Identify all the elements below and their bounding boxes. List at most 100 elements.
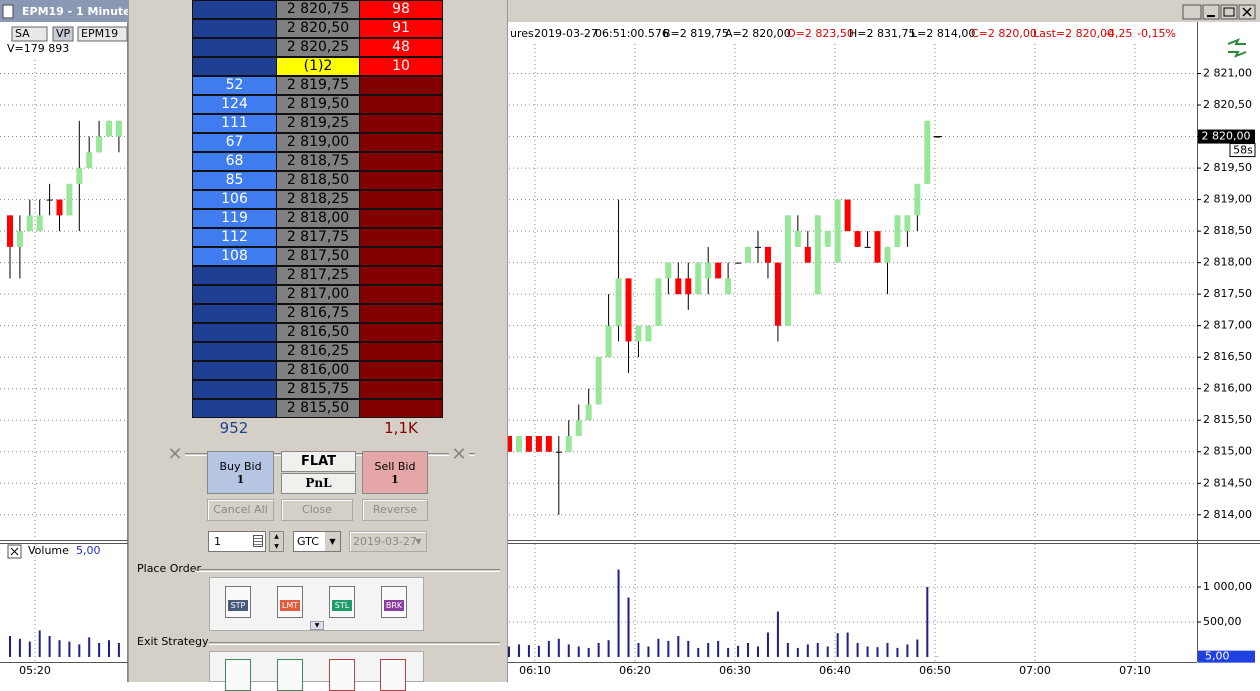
collapse-left[interactable]: ✕	[165, 444, 185, 464]
ask-total: 1,1K	[359, 419, 443, 439]
price-cell[interactable]: 2 817,00	[276, 285, 360, 304]
ask-cell[interactable]: 48	[359, 38, 443, 57]
tif-select[interactable]: GTC▼	[293, 531, 341, 552]
price-cell[interactable]: 2 815,50	[276, 399, 360, 418]
ask-cell[interactable]	[359, 266, 443, 285]
bid-cell[interactable]	[192, 342, 277, 361]
order-type-icon[interactable]: STP	[225, 586, 251, 618]
order-type-icon[interactable]: LMT	[277, 586, 303, 618]
trend-icon[interactable]	[1228, 40, 1246, 56]
bid-cell[interactable]: 111	[192, 114, 277, 133]
price-cell[interactable]: 2 820,25	[276, 38, 360, 57]
ask-cell[interactable]	[359, 247, 443, 266]
bid-cell[interactable]: 108	[192, 247, 277, 266]
bid-cell[interactable]	[192, 0, 277, 19]
price-cell[interactable]: 2 818,00	[276, 209, 360, 228]
ask-cell[interactable]	[359, 152, 443, 171]
restore-button[interactable]	[1183, 5, 1201, 19]
candle-body	[576, 420, 582, 436]
price-cell[interactable]: 2 819,00	[276, 133, 360, 152]
ask-cell[interactable]	[359, 114, 443, 133]
exit-icon[interactable]	[380, 659, 406, 691]
ask-cell[interactable]	[359, 190, 443, 209]
bid-cell[interactable]: 119	[192, 209, 277, 228]
price-cell[interactable]: (1)2 820,00	[276, 57, 360, 76]
price-cell[interactable]: 2 816,50	[276, 323, 360, 342]
exit-icon[interactable]	[329, 659, 355, 691]
ask-cell[interactable]	[359, 323, 443, 342]
bid-cell[interactable]	[192, 399, 277, 418]
ask-cell[interactable]	[359, 380, 443, 399]
price-cell[interactable]: 2 819,75	[276, 76, 360, 95]
price-cell[interactable]: 2 818,75	[276, 152, 360, 171]
price-cell[interactable]: 2 815,75	[276, 380, 360, 399]
bid-cell[interactable]: 112	[192, 228, 277, 247]
ask-cell[interactable]	[359, 399, 443, 418]
quantity-picker[interactable]	[253, 535, 263, 547]
price-cell[interactable]: 2 818,25	[276, 190, 360, 209]
ask-cell[interactable]	[359, 209, 443, 228]
bid-cell[interactable]: 52	[192, 76, 277, 95]
bid-cell[interactable]	[192, 380, 277, 399]
price-cell[interactable]: 2 820,75	[276, 0, 360, 19]
ask-cell[interactable]	[359, 228, 443, 247]
price-cell[interactable]: 2 817,75	[276, 228, 360, 247]
date-select[interactable]: 2019-03-27▼	[349, 531, 427, 552]
ask-cell[interactable]	[359, 95, 443, 114]
left-window-title: EPM19 - 1 Minute	[22, 5, 131, 18]
bid-cell[interactable]	[192, 19, 277, 38]
cancel-all-button[interactable]: Cancel All	[207, 499, 274, 521]
ask-cell[interactable]	[359, 133, 443, 152]
candle-body	[536, 436, 542, 452]
volume-legend-value: 5,00	[76, 544, 101, 557]
price-cell[interactable]: 2 819,50	[276, 95, 360, 114]
bid-cell[interactable]	[192, 57, 277, 76]
maximize-button[interactable]	[1221, 5, 1237, 19]
bid-cell[interactable]	[192, 266, 277, 285]
buy-bid-button[interactable]: Buy Bid 1	[207, 451, 274, 494]
x-tick-label: 05:20	[19, 664, 51, 677]
bid-cell[interactable]	[192, 38, 277, 57]
exit-icon[interactable]	[277, 659, 303, 691]
bid-cell[interactable]: 85	[192, 171, 277, 190]
quote-field: -4,25	[1104, 27, 1132, 40]
price-cell[interactable]: 2 820,50	[276, 19, 360, 38]
ask-cell[interactable]	[359, 285, 443, 304]
ask-cell[interactable]: 10	[359, 57, 443, 76]
price-cell[interactable]: 2 816,00	[276, 361, 360, 380]
price-cell[interactable]: 2 817,50	[276, 247, 360, 266]
ask-cell[interactable]	[359, 361, 443, 380]
volume-bar	[906, 644, 908, 657]
bid-cell[interactable]	[192, 304, 277, 323]
bid-cell[interactable]	[192, 323, 277, 342]
ask-cell[interactable]	[359, 304, 443, 323]
bid-cell[interactable]: 67	[192, 133, 277, 152]
reverse-button[interactable]: Reverse	[362, 499, 428, 521]
bid-cell[interactable]: 68	[192, 152, 277, 171]
ask-cell[interactable]	[359, 171, 443, 190]
expand-tab[interactable]: ▼	[310, 621, 324, 630]
exit-icon[interactable]	[225, 659, 251, 691]
ask-cell[interactable]: 98	[359, 0, 443, 19]
price-cell[interactable]: 2 818,50	[276, 171, 360, 190]
ask-cell[interactable]	[359, 76, 443, 95]
bid-cell[interactable]: 106	[192, 190, 277, 209]
close-button[interactable]: Close	[281, 499, 353, 521]
bid-cell[interactable]	[192, 361, 277, 380]
exit-icons-panel	[209, 651, 424, 682]
bid-cell[interactable]	[192, 285, 277, 304]
order-type-icon[interactable]: BRK	[381, 586, 407, 618]
ask-cell[interactable]: 91	[359, 19, 443, 38]
order-type-icon[interactable]: STL	[329, 586, 355, 618]
price-cell[interactable]: 2 816,25	[276, 342, 360, 361]
collapse-right[interactable]: ✕	[449, 444, 469, 464]
ask-cell[interactable]	[359, 342, 443, 361]
price-cell[interactable]: 2 817,25	[276, 266, 360, 285]
price-cell[interactable]: 2 816,75	[276, 304, 360, 323]
bid-cell[interactable]: 124	[192, 95, 277, 114]
sell-bid-button[interactable]: Sell Bid 1	[362, 451, 428, 494]
quantity-spinner[interactable]: ▲▼	[269, 531, 284, 552]
volume-bar	[727, 648, 729, 657]
price-cell[interactable]: 2 819,25	[276, 114, 360, 133]
buy-label: Buy Bid	[208, 460, 273, 473]
